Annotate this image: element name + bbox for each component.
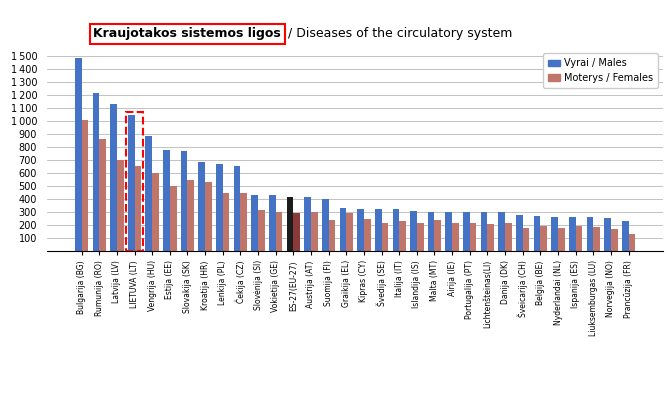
Bar bbox=[382, 223, 389, 251]
Bar bbox=[135, 166, 141, 251]
Bar bbox=[275, 212, 283, 251]
Bar bbox=[188, 180, 194, 251]
Bar bbox=[427, 211, 435, 251]
Bar bbox=[558, 228, 565, 251]
Bar bbox=[287, 196, 293, 251]
Bar bbox=[446, 211, 452, 251]
Bar bbox=[410, 211, 417, 251]
Bar bbox=[82, 120, 88, 251]
Bar bbox=[399, 221, 406, 251]
Bar bbox=[435, 220, 442, 251]
Bar bbox=[99, 139, 106, 251]
Bar bbox=[628, 234, 635, 251]
Bar bbox=[293, 213, 300, 251]
Bar bbox=[269, 195, 275, 251]
Bar bbox=[340, 208, 346, 251]
Bar bbox=[576, 226, 582, 251]
Bar bbox=[222, 193, 230, 251]
Bar bbox=[488, 224, 494, 251]
Bar bbox=[328, 220, 336, 251]
Legend: Vyrai / Males, Moterys / Females: Vyrai / Males, Moterys / Females bbox=[543, 53, 659, 88]
Bar bbox=[117, 160, 123, 251]
Bar bbox=[452, 222, 459, 251]
Bar bbox=[417, 223, 423, 251]
Bar bbox=[304, 197, 311, 251]
Bar bbox=[181, 151, 188, 251]
Bar bbox=[152, 173, 159, 251]
Text: / Diseases of the circulatory system: / Diseases of the circulatory system bbox=[284, 28, 513, 40]
Bar bbox=[346, 213, 353, 251]
Bar bbox=[258, 210, 265, 251]
Bar bbox=[622, 221, 628, 251]
Bar bbox=[516, 215, 523, 251]
Bar bbox=[611, 229, 618, 251]
Bar bbox=[92, 94, 99, 251]
Bar bbox=[216, 164, 222, 251]
Bar bbox=[241, 193, 247, 251]
Bar bbox=[541, 226, 547, 251]
Bar bbox=[163, 150, 170, 251]
Bar bbox=[198, 162, 205, 251]
Bar bbox=[587, 217, 594, 251]
Bar bbox=[110, 104, 117, 251]
Bar bbox=[311, 212, 318, 251]
Bar bbox=[463, 211, 470, 251]
Bar bbox=[498, 212, 505, 251]
Bar bbox=[505, 223, 512, 251]
Bar bbox=[375, 209, 382, 251]
Bar bbox=[470, 222, 476, 251]
Bar bbox=[322, 199, 328, 251]
Bar bbox=[251, 195, 258, 251]
Bar bbox=[533, 216, 541, 251]
Bar bbox=[357, 209, 364, 251]
Bar bbox=[604, 218, 611, 251]
Bar bbox=[569, 217, 576, 251]
Bar bbox=[128, 115, 135, 251]
Bar bbox=[205, 182, 212, 251]
Bar bbox=[145, 136, 152, 251]
Bar bbox=[364, 219, 371, 251]
Bar bbox=[551, 217, 558, 251]
Bar bbox=[523, 228, 529, 251]
Bar bbox=[393, 209, 399, 251]
Bar bbox=[75, 58, 82, 251]
Bar bbox=[480, 212, 488, 251]
Bar bbox=[170, 186, 177, 251]
Bar bbox=[594, 227, 600, 251]
Text: Kraujotakos sistemos ligos: Kraujotakos sistemos ligos bbox=[93, 28, 281, 40]
Bar bbox=[234, 166, 241, 251]
